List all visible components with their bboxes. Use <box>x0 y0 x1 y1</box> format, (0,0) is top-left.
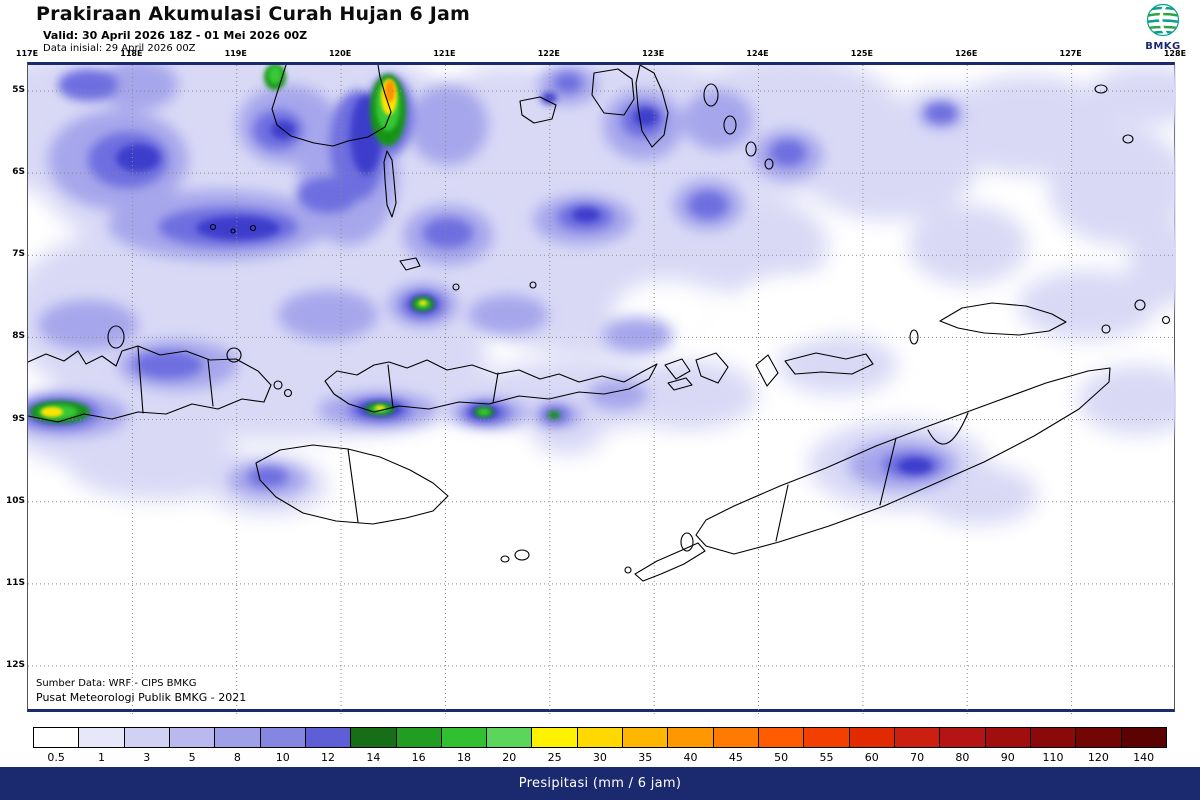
colorbar-cell: 3 <box>124 728 170 764</box>
precipitation-map: Sumber Data: WRF - CIPS BMKG Pusat Meteo… <box>27 62 1176 715</box>
lon-label: 124E <box>746 49 769 58</box>
colorbar-tick-label: 80 <box>955 751 970 764</box>
colorbar-cell: 140 <box>1121 728 1166 764</box>
colorbar-tick-label: 45 <box>728 751 743 764</box>
colorbar-cell: 0.5 <box>34 728 80 764</box>
colorbar-tick-label: 10 <box>275 751 290 764</box>
legend-bar-label: Presipitasi (mm / 6 jam) <box>518 776 682 791</box>
colorbar-cell: 18 <box>441 728 488 764</box>
colorbar-cell: 12 <box>305 728 352 764</box>
lon-label: 119E <box>224 49 247 58</box>
colorbar-cell: 120 <box>1076 728 1122 764</box>
colorbar-cell: 110 <box>1030 728 1077 764</box>
colorbar-tick-label: 90 <box>1000 751 1015 764</box>
precip-light-layer <box>28 65 1176 525</box>
lat-label: 7S <box>12 249 25 260</box>
colorbar: 0.5 1 3 5 8 10 12 14 16 18 20 25 30 35 40 45 50 55 60 70 80 9… <box>33 727 1167 764</box>
colorbar-cell: 40 <box>668 728 714 764</box>
legend-bar: Presipitasi (mm / 6 jam) <box>0 767 1200 800</box>
colorbar-tick-label: 50 <box>774 751 789 764</box>
colorbar-tick-label: 1 <box>97 751 105 764</box>
colorbar-tick-label: 30 <box>592 751 607 764</box>
lat-label: 6S <box>12 167 25 178</box>
lon-label: 126E <box>955 49 978 58</box>
colorbar-tick-label: 120 <box>1087 751 1109 764</box>
lon-label: 121E <box>433 49 456 58</box>
gridlines <box>28 65 1176 715</box>
page-title: Prakiraan Akumulasi Curah Hujan 6 Jam <box>36 3 471 25</box>
colorbar-tick-label: 40 <box>683 751 698 764</box>
colorbar-cell: 30 <box>577 728 624 764</box>
colorbar-tick-label: 5 <box>188 751 196 764</box>
colorbar-tick-label: 60 <box>864 751 879 764</box>
colorbar-tick-label: 3 <box>143 751 151 764</box>
colorbar-tick-label: 35 <box>638 751 653 764</box>
colorbar-cell: 45 <box>713 728 759 764</box>
data-source-label: Sumber Data: WRF - CIPS BMKG <box>36 678 197 689</box>
colorbar-cell: 70 <box>894 728 941 764</box>
colorbar-cell: 10 <box>260 728 306 764</box>
colorbar-tick-label: 16 <box>411 751 426 764</box>
lon-label: 120E <box>328 49 352 58</box>
colorbar-cell: 1 <box>79 728 125 764</box>
colorbar-cell: 55 <box>804 728 850 764</box>
colorbar-cell: 25 <box>532 728 578 764</box>
colorbar-cell: 8 <box>215 728 261 764</box>
colorbar-tick-label: 14 <box>366 751 381 764</box>
publisher-label: Pusat Meteorologi Publik BMKG - 2021 <box>36 691 247 704</box>
colorbar-tick-label: 8 <box>233 751 241 764</box>
lat-label: 10S <box>5 495 25 506</box>
colorbar-tick-label: 12 <box>321 751 336 764</box>
colorbar-cell: 20 <box>487 728 533 764</box>
colorbar-tick-label: 55 <box>819 751 834 764</box>
bmkg-logo: BMKG <box>1140 2 1186 52</box>
lon-label: 117E <box>15 49 39 58</box>
colorbar-tick-label: 18 <box>456 751 471 764</box>
colorbar-tick-label: 25 <box>547 751 562 764</box>
lon-label: 125E <box>850 49 873 58</box>
map-canvas <box>28 65 1176 715</box>
colorbar-cell: 60 <box>849 728 895 764</box>
colorbar-cell: 80 <box>940 728 986 764</box>
colorbar-tick-label: 0.5 <box>47 751 65 764</box>
precip-orange-layer <box>385 80 395 102</box>
lon-label: 123E <box>642 49 665 58</box>
coastlines <box>28 65 1171 582</box>
lon-label: 122E <box>537 49 560 58</box>
colorbar-tick-label: 70 <box>910 751 925 764</box>
initial-data-label: Data inisial: 29 April 2026 00Z <box>43 43 196 54</box>
colorbar-cell: 90 <box>985 728 1031 764</box>
lat-label: 11S <box>5 577 25 588</box>
colorbar-tick-label: 110 <box>1042 751 1064 764</box>
lat-label: 12S <box>5 659 25 670</box>
colorbar-cell: 14 <box>351 728 397 764</box>
colorbar-tick-label: 140 <box>1133 751 1155 764</box>
valid-time-label: Valid: 30 April 2026 18Z - 01 Mei 2026 0… <box>43 29 308 42</box>
colorbar-cell: 35 <box>623 728 669 764</box>
colorbar-cell: 50 <box>759 728 805 764</box>
colorbar-cell: 5 <box>169 728 216 764</box>
lat-label: 9S <box>12 413 25 424</box>
colorbar-cell: 16 <box>396 728 442 764</box>
bmkg-logo-label: BMKG <box>1145 41 1181 52</box>
bmkg-logo-icon <box>1146 3 1180 37</box>
lat-label: 8S <box>12 331 25 342</box>
lon-label: 127E <box>1059 49 1082 58</box>
lat-label: 5S <box>12 85 25 95</box>
colorbar-tick-label: 20 <box>502 751 517 764</box>
